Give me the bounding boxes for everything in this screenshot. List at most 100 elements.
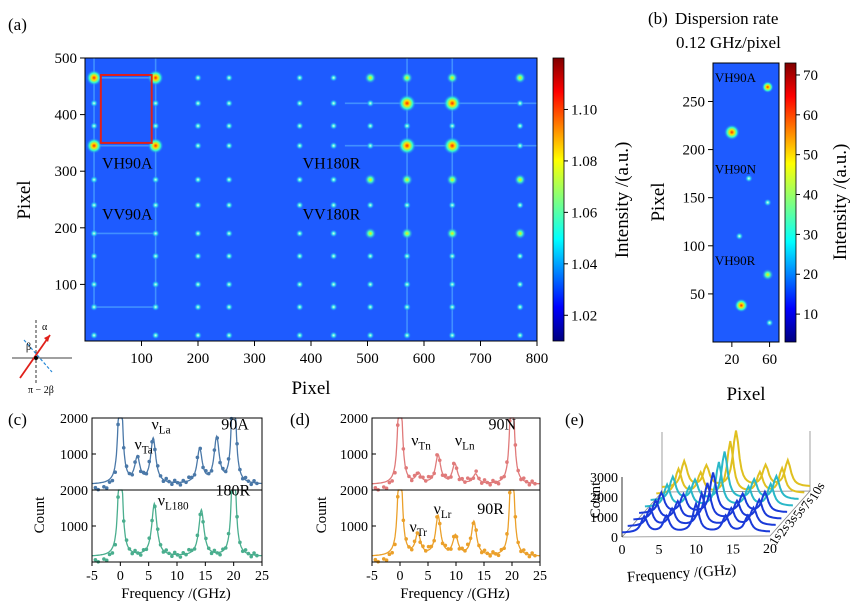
- spectrum-ytick: 2000: [340, 484, 368, 499]
- heatmap-b-xtick: 60: [762, 352, 777, 368]
- spectrum-peak-label: νTn: [411, 433, 431, 453]
- spectrum-peak-label: 180R: [216, 482, 251, 499]
- heatmap-a-xtick: 400: [300, 351, 323, 367]
- panel-b-label: (b): [648, 9, 668, 28]
- spectrum-ytick: 1000: [340, 448, 368, 463]
- heatmap-a-ytick: 400: [55, 108, 78, 124]
- waterfall-ytick: 0: [611, 531, 618, 546]
- colorbar-a-label: Intensity /(a.u.): [612, 142, 633, 259]
- panel-a-label: (a): [8, 15, 27, 34]
- colorbar-b-tick: 30: [803, 227, 818, 243]
- highlight-box: [99, 73, 153, 144]
- heatmap-b-annotation: VH90N: [715, 162, 757, 177]
- inset-pi-minus-2beta: π − 2β: [28, 385, 54, 396]
- heatmap-a-xtick: 700: [469, 351, 492, 367]
- heatmap-b-ylabel: Pixel: [648, 182, 669, 221]
- heatmap-b-ytick: 150: [683, 191, 706, 207]
- heatmap-a-plot: [85, 58, 537, 341]
- spectrum-xtick: 20: [505, 569, 519, 584]
- heatmap-b-ytick: 250: [683, 94, 706, 110]
- spectrum-peak-label: νTa: [135, 436, 153, 456]
- polarization-geometry-inset: α β π − 2β: [12, 320, 72, 396]
- waterfall-xtick: 20: [763, 542, 777, 557]
- colorbar-b-tick: 70: [803, 68, 818, 84]
- colorbar-b-tick: 50: [803, 148, 818, 164]
- spectrum-xtick: -5: [366, 569, 378, 584]
- panel-d-xlabel: Frequency /(GHz): [400, 586, 510, 602]
- spectrum-xtick: 25: [255, 569, 269, 584]
- panel-a: VH90A VV90A VH180R VV180R 100 200 300 400 500 60…: [12, 51, 633, 399]
- waterfall-xtick: 10: [689, 543, 703, 558]
- spectrum-ytick: 1000: [60, 448, 88, 463]
- panel-b: VH90A VH90N VH90R 20 60 50 100 150 200 250 Pixe…: [648, 62, 851, 405]
- heatmap-a-annotation: VV90A: [102, 206, 153, 223]
- colorbar-a-tick: 1.04: [571, 257, 598, 273]
- spectrum-peak-label: 90R: [477, 501, 504, 518]
- colorbar-a-tick: 1.10: [571, 102, 597, 118]
- heatmap-a-ytick: 100: [55, 277, 78, 293]
- heatmap-b-xtick: 20: [724, 352, 739, 368]
- spectrum-xtick: 0: [397, 569, 404, 584]
- heatmap-b-annotation: VH90R: [715, 253, 756, 268]
- spectrum-ytick: 2000: [60, 484, 88, 499]
- heatmap-b-xlabel: Pixel: [726, 384, 765, 405]
- waterfall-ytick: 1000: [590, 511, 618, 526]
- colorbar-b-tick: 20: [803, 267, 818, 283]
- colorbar-b-tick: 40: [803, 188, 818, 204]
- spectrum-ytick: 2000: [340, 412, 368, 427]
- waterfall-ytick: 2000: [590, 491, 618, 506]
- heatmap-a-xtick: 200: [187, 351, 210, 367]
- spectrum-peak-label: νTr: [410, 519, 428, 539]
- colorbar-a-tick: 1.06: [571, 205, 598, 221]
- heatmap-b-ytick: 200: [683, 143, 706, 159]
- waterfall-xtick: 0: [619, 543, 626, 558]
- spectrum-peak-label: νLn: [455, 433, 475, 453]
- waterfall-xtick: 15: [726, 542, 740, 557]
- heatmap-a-ytick: 500: [55, 51, 78, 67]
- heatmap-a-annotation: VV180R: [303, 206, 361, 223]
- colorbar-a: [552, 57, 565, 342]
- heatmap-a-annotation: VH180R: [303, 155, 361, 172]
- heatmap-a-xtick: 100: [130, 351, 153, 367]
- heatmap-b-ytick: 50: [690, 287, 705, 303]
- spectrum-ytick: 1000: [340, 520, 368, 535]
- spectrum-xtick: 5: [145, 569, 152, 584]
- heatmap-a-spots: [86, 69, 527, 340]
- spectrum-xtick: 25: [533, 569, 547, 584]
- spectrum-peak-label: 90N: [488, 417, 516, 434]
- spectrum-peak-label: 90A: [221, 417, 249, 434]
- inset-alpha: α: [42, 322, 48, 333]
- heatmap-a-xlabel: Pixel: [291, 378, 330, 399]
- spectrum-peak-label: νLa: [152, 417, 171, 437]
- panel-e-ylabel: Count: [588, 481, 604, 519]
- colorbar-a-tick: 1.08: [571, 154, 597, 170]
- spectrum-xtick: 15: [477, 569, 491, 584]
- heatmap-a-xtick: 300: [243, 351, 266, 367]
- heatmap-a-annotation: VH90A: [102, 155, 153, 172]
- waterfall-xtick: 5: [656, 543, 663, 558]
- colorbar-a-tick: 1.02: [571, 308, 597, 324]
- spectrum-xtick: 10: [170, 569, 184, 584]
- colorbar-b-label: Intensity /(a.u.): [830, 144, 851, 261]
- heatmap-a-xtick: 800: [526, 351, 549, 367]
- spectrum-ytick: 2000: [60, 412, 88, 427]
- spectrum-ytick: 1000: [60, 520, 88, 535]
- panel-c-ylabel: Count: [32, 496, 48, 534]
- panel-c-xlabel: Frequency /(GHz): [121, 586, 231, 602]
- spectrum-peak-label: νLr: [434, 501, 452, 521]
- heatmap-a-ytick: 300: [55, 164, 78, 180]
- heatmap-a-xtick: 600: [413, 351, 436, 367]
- waterfall-ytick: 3000: [590, 471, 618, 486]
- heatmap-a-ylabel: Pixel: [14, 180, 35, 219]
- panel-e-label: (e): [565, 410, 584, 429]
- panel-b-title: Dispersion rate: [675, 9, 778, 28]
- spectrum-xtick: 10: [449, 569, 463, 584]
- spectrum-xtick: 15: [198, 569, 212, 584]
- inset-beta: β: [26, 342, 31, 353]
- panel-c-label: (c): [8, 410, 27, 429]
- panel-d-ylabel: Count: [314, 496, 330, 534]
- colorbar-b: [784, 62, 797, 343]
